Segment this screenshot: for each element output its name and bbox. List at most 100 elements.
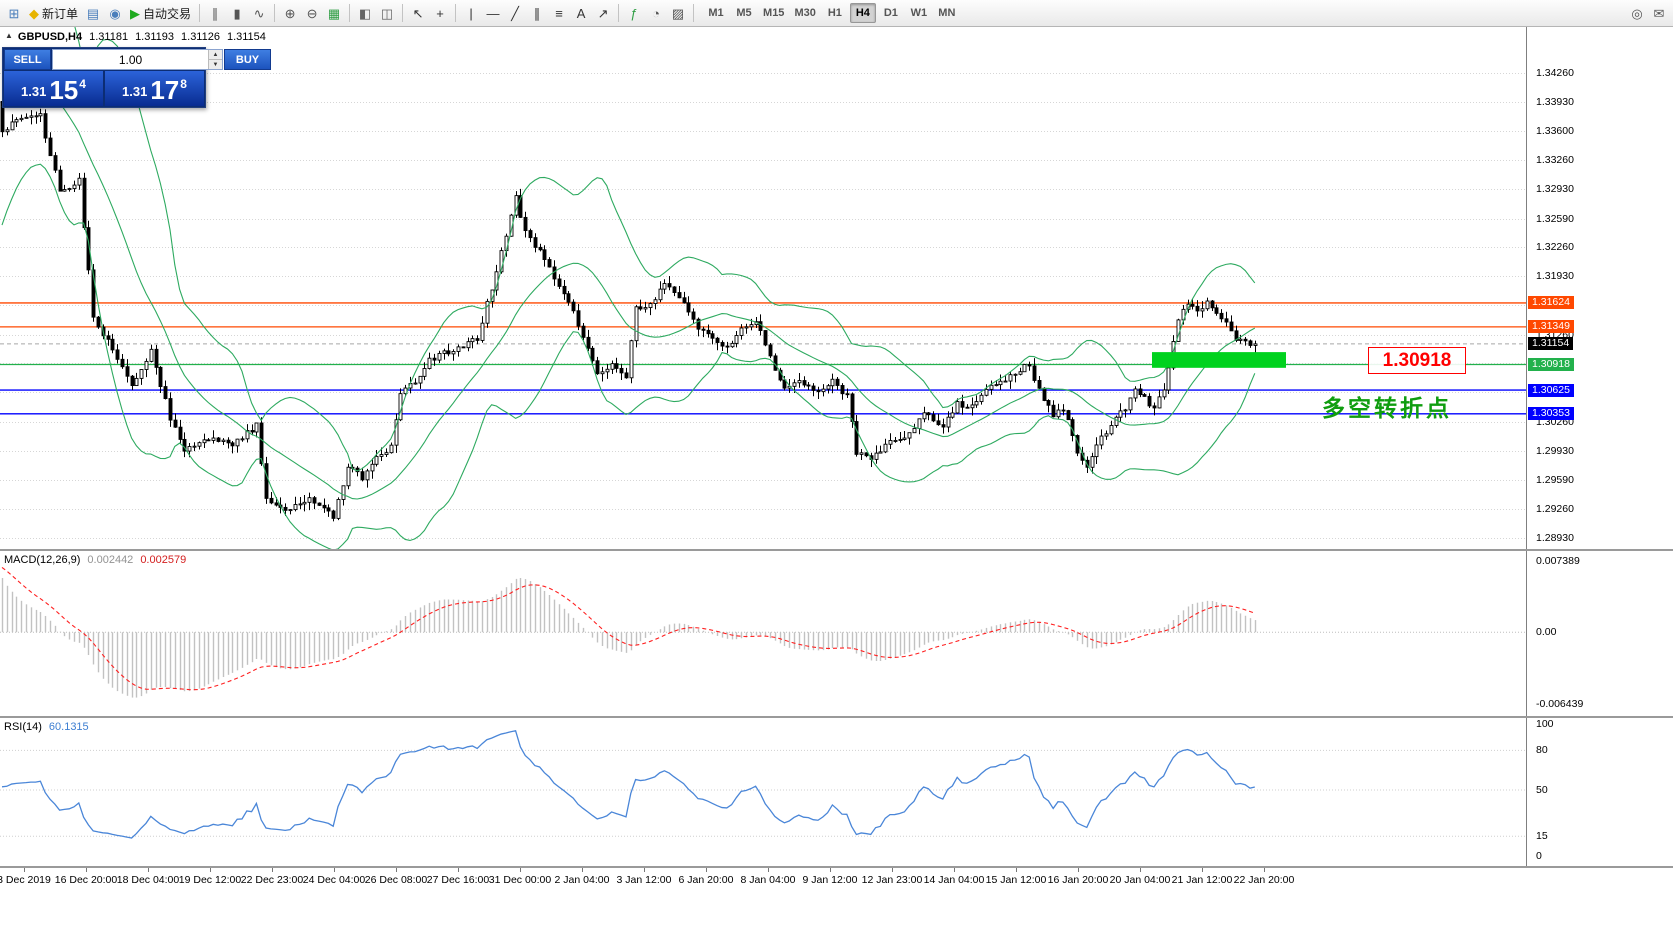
price-axis-tag: 1.30353 xyxy=(1528,407,1574,421)
new-order-icon: ◆ xyxy=(29,5,39,21)
toolbar-separator xyxy=(455,4,457,22)
tile-vertical-button[interactable]: ◫ xyxy=(376,2,398,24)
search-icon: ◎ xyxy=(1631,5,1643,21)
templates-button[interactable]: ▨ xyxy=(667,2,689,24)
volume-down-button[interactable]: ▼ xyxy=(209,60,222,69)
zoom-in-button[interactable]: ⊕ xyxy=(279,2,301,24)
bar-chart-icon: ∥ xyxy=(211,5,219,21)
crosshair-button[interactable]: + xyxy=(429,2,451,24)
time-axis-tick xyxy=(706,868,707,872)
candlestick-chart-button[interactable]: ▮ xyxy=(226,2,248,24)
time-axis-tick xyxy=(24,868,25,872)
volume-input[interactable] xyxy=(53,50,208,69)
timeframe-h4-button[interactable]: H4 xyxy=(849,3,876,23)
line-chart-button[interactable]: ∿ xyxy=(248,2,270,24)
time-axis-tick xyxy=(1016,868,1017,872)
timeframe-m5-button[interactable]: M5 xyxy=(731,3,757,23)
toolbar: ⊞ ◆ 新订单 ▤ ◉ ▶ 自动交易 ∥ ▮ ∿ ⊕ ⊖ ▦ ◧ ◫ ↖ + | — ╱ ∥ ≡ A ↗ ƒ ◔ ▨ M1 M5 M15… xyxy=(0,0,1673,27)
one-click-collapse-icon[interactable]: ▲ xyxy=(5,31,13,40)
search-button[interactable]: ◎ xyxy=(1626,2,1648,24)
time-axis-label: 9 Jan 12:00 xyxy=(802,874,858,886)
arrows-button[interactable]: ↗ xyxy=(592,2,614,24)
toolbar-separator xyxy=(274,4,276,22)
time-axis-label: 16 Dec 20:00 xyxy=(54,874,118,886)
time-axis-tick xyxy=(830,868,831,872)
tile-vertical-icon: ◫ xyxy=(380,5,394,21)
price-chart-panel[interactable]: ▲ GBPUSD,H4 1.31181 1.31193 1.31126 1.31… xyxy=(0,27,1526,549)
sell-price-sup: 4 xyxy=(79,77,86,91)
time-axis-tick xyxy=(148,868,149,872)
time-axis-label: 16 Jan 20:00 xyxy=(1047,874,1109,886)
turning-point-note[interactable]: 多空转折点 xyxy=(1322,395,1452,421)
toolbar-separator xyxy=(693,4,695,22)
ohlc-low: 1.31126 xyxy=(181,31,220,43)
horizontal-line-button[interactable]: — xyxy=(482,2,504,24)
price-chart-canvas[interactable] xyxy=(0,27,1526,549)
time-axis-label: 18 Dec 04:00 xyxy=(116,874,180,886)
macd-panel[interactable]: MACD(12,26,9) 0.002442 0.002579 xyxy=(0,551,1526,716)
timeframe-m30-button[interactable]: M30 xyxy=(790,3,819,23)
time-axis-tick xyxy=(1264,868,1265,872)
new-chart-button[interactable]: ⊞ xyxy=(3,2,25,24)
timeframe-h1-button[interactable]: H1 xyxy=(822,3,848,23)
timeframe-w1-button[interactable]: W1 xyxy=(906,3,932,23)
timeframe-m1-button[interactable]: M1 xyxy=(703,3,729,23)
toolbar-right-group: ◎ ✉ xyxy=(1626,2,1670,24)
vertical-line-button[interactable]: | xyxy=(460,2,482,24)
tile-windows-icon: ▦ xyxy=(327,5,341,21)
zoom-out-icon: ⊖ xyxy=(306,5,318,21)
time-axis-label: 14 Jan 04:00 xyxy=(923,874,985,886)
volume-up-button[interactable]: ▲ xyxy=(209,50,222,60)
timeframe-m15-button[interactable]: M15 xyxy=(759,3,788,23)
trendline-button[interactable]: ╱ xyxy=(504,2,526,24)
zoom-out-button[interactable]: ⊖ xyxy=(301,2,323,24)
price-axis[interactable]: 1.34260 1.33930 1.33600 1.33260 1.32930 1.325… xyxy=(1526,27,1673,866)
sell-button[interactable]: SELL xyxy=(4,49,51,70)
period-button[interactable]: ◔ xyxy=(645,2,667,24)
rsi-panel[interactable]: RSI(14) 60.1315 xyxy=(0,718,1526,866)
panel-splitter[interactable] xyxy=(0,716,1673,718)
tile-windows-button[interactable]: ▦ xyxy=(323,2,345,24)
timeframe-d1-button[interactable]: D1 xyxy=(878,3,904,23)
rsi-label: RSI(14) xyxy=(4,721,42,733)
price-axis-label: 0 xyxy=(1536,850,1542,862)
new-order-button[interactable]: ◆ 新订单 xyxy=(25,2,82,24)
timeframe-mn-button[interactable]: MN xyxy=(934,3,960,23)
chart-profiles-button[interactable]: ▤ xyxy=(82,2,104,24)
time-axis-tick xyxy=(210,868,211,872)
time-axis-tick xyxy=(768,868,769,872)
bar-chart-button[interactable]: ∥ xyxy=(204,2,226,24)
macd-canvas[interactable] xyxy=(0,551,1526,716)
cursor-button[interactable]: ↖ xyxy=(407,2,429,24)
buy-quote: 1.31 17 8 xyxy=(105,71,204,106)
text-button[interactable]: A xyxy=(570,2,592,24)
indicators-button[interactable]: ƒ xyxy=(623,2,645,24)
ohlc-open: 1.31181 xyxy=(89,31,129,43)
time-axis-label: 15 Jan 12:00 xyxy=(985,874,1047,886)
candlestick-chart-icon: ▮ xyxy=(233,5,241,21)
macd-header: MACD(12,26,9) 0.002442 0.002579 xyxy=(4,554,186,566)
equidistant-channel-button[interactable]: ∥ xyxy=(526,2,548,24)
panel-splitter[interactable] xyxy=(0,866,1673,868)
data-window-button[interactable]: ◉ xyxy=(104,2,126,24)
sell-quote: 1.31 15 4 xyxy=(4,71,103,106)
auto-trading-button[interactable]: ▶ 自动交易 xyxy=(126,2,195,24)
time-axis-tick xyxy=(1140,868,1141,872)
rsi-canvas[interactable] xyxy=(0,718,1526,866)
cascade-windows-button[interactable]: ◧ xyxy=(354,2,376,24)
time-axis-tick xyxy=(582,868,583,872)
panel-splitter[interactable] xyxy=(0,549,1673,551)
price-axis-tag: 1.31624 xyxy=(1528,296,1574,310)
price-axis-label: 100 xyxy=(1536,718,1554,730)
price-annotation-box[interactable]: 1.30918 xyxy=(1368,347,1466,374)
macd-value-1: 0.002442 xyxy=(87,554,134,566)
time-axis[interactable]: 3 Dec 2019 16 Dec 20:00 18 Dec 04:00 19 Dec… xyxy=(0,868,1673,893)
buy-price-sup: 8 xyxy=(180,77,187,91)
toolbar-separator xyxy=(199,4,201,22)
fibonacci-button[interactable]: ≡ xyxy=(548,2,570,24)
buy-button[interactable]: BUY xyxy=(224,49,271,70)
feedback-button[interactable]: ✉ xyxy=(1648,2,1670,24)
feedback-icon: ✉ xyxy=(1653,5,1665,21)
time-axis-label: 3 Dec 2019 xyxy=(0,874,51,886)
